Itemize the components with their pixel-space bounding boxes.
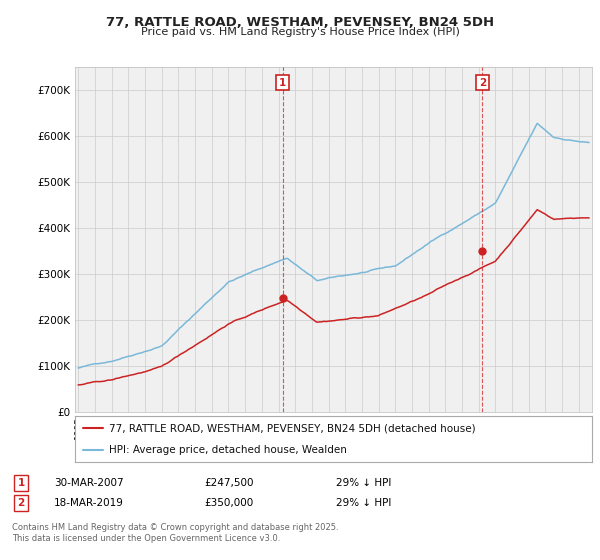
Text: 1: 1 [17,478,25,488]
Text: £350,000: £350,000 [204,498,253,508]
Text: 29% ↓ HPI: 29% ↓ HPI [336,498,391,508]
Text: 1: 1 [279,78,286,88]
Text: 2: 2 [17,498,25,508]
Text: This data is licensed under the Open Government Licence v3.0.: This data is licensed under the Open Gov… [12,534,280,543]
Text: Price paid vs. HM Land Registry's House Price Index (HPI): Price paid vs. HM Land Registry's House … [140,27,460,38]
Text: 29% ↓ HPI: 29% ↓ HPI [336,478,391,488]
Text: 77, RATTLE ROAD, WESTHAM, PEVENSEY, BN24 5DH (detached house): 77, RATTLE ROAD, WESTHAM, PEVENSEY, BN24… [109,423,475,433]
Text: HPI: Average price, detached house, Wealden: HPI: Average price, detached house, Weal… [109,445,346,455]
Text: Contains HM Land Registry data © Crown copyright and database right 2025.: Contains HM Land Registry data © Crown c… [12,523,338,532]
Text: £247,500: £247,500 [204,478,254,488]
Text: 30-MAR-2007: 30-MAR-2007 [54,478,124,488]
Text: 77, RATTLE ROAD, WESTHAM, PEVENSEY, BN24 5DH: 77, RATTLE ROAD, WESTHAM, PEVENSEY, BN24… [106,16,494,29]
Text: 18-MAR-2019: 18-MAR-2019 [54,498,124,508]
Text: 2: 2 [479,78,486,88]
